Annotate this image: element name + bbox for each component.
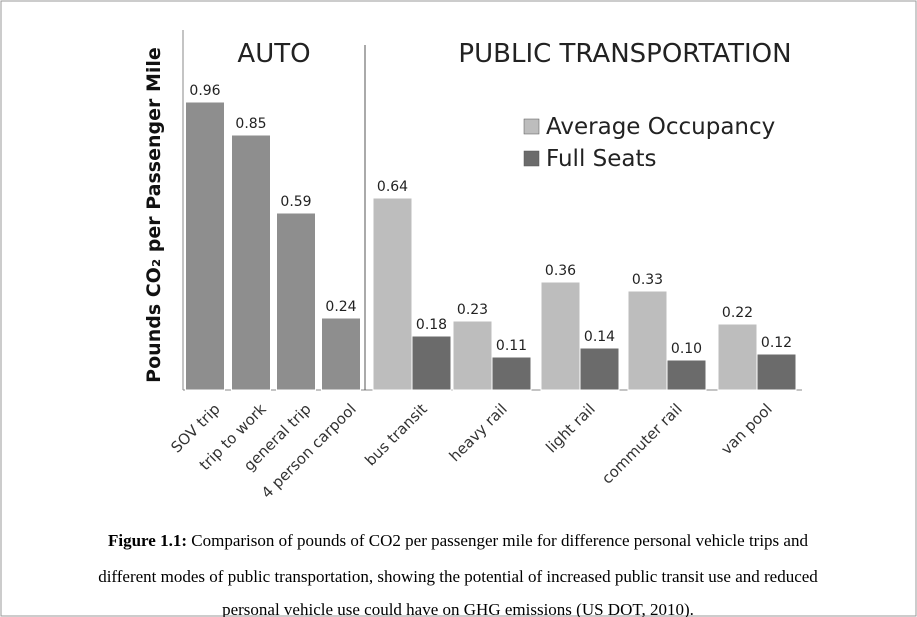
value-label: 0.59 [280, 194, 311, 210]
legend-swatch [523, 118, 540, 135]
caption-line: different modes of public transportation… [98, 567, 818, 586]
bar [231, 134, 271, 391]
legend-label: Full Seats [546, 146, 657, 172]
value-label: 0.33 [632, 272, 663, 288]
bar [372, 197, 413, 391]
bar [276, 212, 316, 391]
value-label: 0.18 [416, 317, 447, 333]
value-label: 0.64 [377, 179, 408, 195]
caption-line: Figure 1.1: Comparison of pounds of CO2 … [108, 531, 808, 550]
value-label: 0.14 [584, 329, 615, 345]
value-label: 0.23 [457, 302, 488, 318]
value-label: 0.36 [545, 263, 576, 279]
y-axis-label: Pounds CO₂ per Passenger Mile [143, 47, 165, 383]
section-label: PUBLIC TRANSPORTATION [458, 39, 791, 69]
legend-swatch [523, 150, 540, 167]
bar [627, 290, 668, 391]
value-label: 0.85 [235, 116, 266, 132]
value-label: 0.12 [761, 335, 792, 351]
bar [185, 101, 225, 391]
bar [321, 317, 361, 391]
value-label: 0.10 [671, 341, 702, 357]
bar [540, 281, 581, 391]
caption-text: Comparison of pounds of CO2 per passenge… [191, 531, 808, 550]
bar [411, 335, 452, 391]
bar [579, 347, 620, 391]
bar [756, 353, 797, 391]
value-label: 0.11 [496, 338, 527, 354]
value-label: 0.24 [325, 299, 356, 315]
bar [452, 320, 493, 391]
value-label: 0.96 [189, 83, 220, 99]
section-label: AUTO [237, 39, 310, 69]
legend-label: Average Occupancy [546, 114, 775, 140]
bar [491, 356, 532, 391]
bar [666, 359, 707, 391]
caption-label: Figure 1.1: [108, 531, 187, 550]
bar [717, 323, 758, 391]
caption-line: personal vehicle use could have on GHG e… [222, 600, 694, 617]
value-label: 0.22 [722, 305, 753, 321]
